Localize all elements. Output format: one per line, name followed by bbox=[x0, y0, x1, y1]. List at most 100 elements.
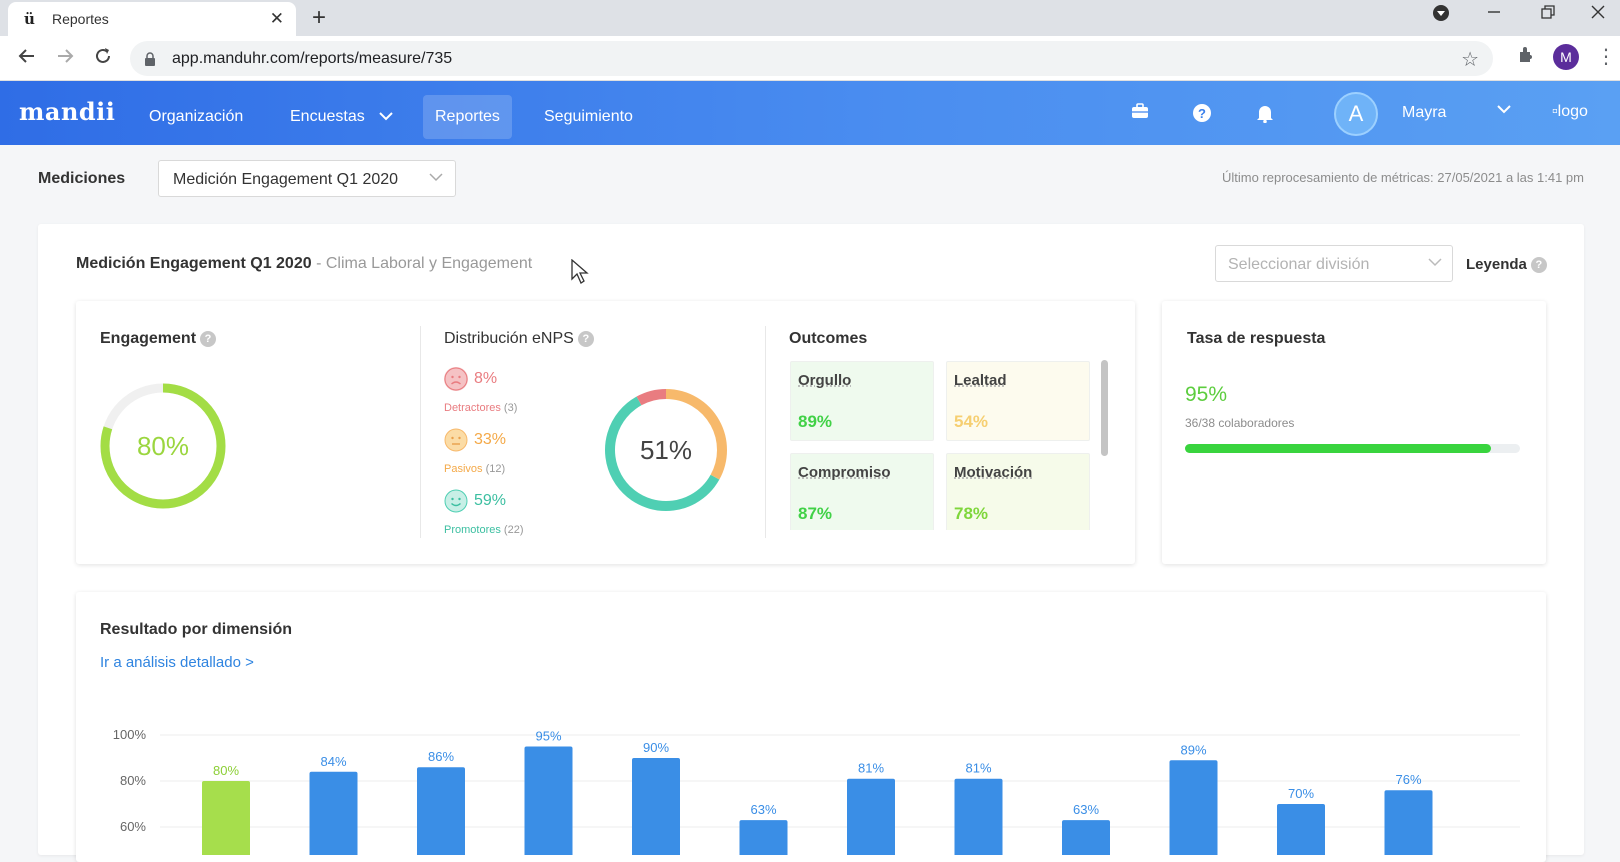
chart-y-tick: 100% bbox=[113, 727, 147, 742]
report-subtitle: - Clima Laboral y Engagement bbox=[311, 255, 533, 272]
legend-button[interactable]: Leyenda? bbox=[1466, 256, 1547, 274]
outcome-motivacion-value: 78% bbox=[954, 504, 989, 523]
report-title: Medición Engagement Q1 2020 - Clima Labo… bbox=[76, 255, 532, 273]
chart-data-label: 63% bbox=[1073, 802, 1099, 817]
extensions-icon[interactable] bbox=[1516, 44, 1536, 70]
bell-icon[interactable] bbox=[1254, 103, 1276, 125]
forward-icon[interactable] bbox=[54, 45, 76, 73]
chart-bar[interactable] bbox=[202, 781, 250, 855]
division-select[interactable]: Seleccionar división bbox=[1215, 245, 1453, 282]
user-avatar[interactable]: A bbox=[1334, 92, 1378, 136]
division-select-placeholder: Seleccionar división bbox=[1228, 256, 1370, 273]
chart-data-label: 84% bbox=[320, 754, 346, 769]
chart-bar[interactable] bbox=[524, 746, 573, 856]
enps-detractors: 8% bbox=[444, 367, 497, 391]
user-name[interactable]: Mayra bbox=[1402, 104, 1447, 121]
brand-logo[interactable]: mandii bbox=[19, 97, 116, 126]
enps-center-value: 51% bbox=[640, 435, 692, 465]
url-text: app.manduhr.com/reports/measure/735 bbox=[172, 49, 453, 67]
help-icon[interactable]: ? bbox=[577, 330, 594, 347]
chevron-down-icon bbox=[379, 112, 393, 121]
browser-tabbar: ü Reportes ✕ + bbox=[0, 0, 1620, 36]
chart-data-label: 63% bbox=[750, 802, 776, 817]
reload-icon[interactable] bbox=[92, 45, 114, 73]
engagement-gauge: 80% bbox=[100, 383, 226, 509]
browser-menu-icon[interactable] bbox=[1432, 4, 1450, 27]
mouse-cursor-icon bbox=[571, 258, 589, 290]
address-bar: app.manduhr.com/reports/measure/735 ☆ M … bbox=[0, 36, 1620, 81]
bookmark-star-icon[interactable]: ☆ bbox=[1461, 49, 1479, 71]
chart-data-label: 81% bbox=[965, 761, 991, 776]
enps-passives-pct: 33% bbox=[474, 431, 507, 448]
broken-image-icon: ▫ bbox=[1552, 103, 1558, 120]
profile-avatar[interactable]: M bbox=[1553, 44, 1579, 70]
back-icon[interactable] bbox=[16, 45, 38, 73]
close-tab-icon[interactable]: ✕ bbox=[269, 9, 284, 28]
nav-reportes[interactable]: Reportes bbox=[423, 95, 512, 139]
chart-data-label: 81% bbox=[858, 761, 884, 776]
dimensions-title: Resultado por dimensión bbox=[100, 621, 293, 638]
company-logo: ▫logo bbox=[1552, 103, 1588, 121]
user-menu-chevron-icon[interactable] bbox=[1497, 101, 1511, 119]
new-tab-button[interactable]: + bbox=[312, 4, 327, 31]
response-rate-value: 95% bbox=[1185, 383, 1228, 406]
chart-bar[interactable] bbox=[739, 820, 788, 855]
briefcase-icon[interactable] bbox=[1129, 103, 1151, 125]
enps-promoters: 59% bbox=[444, 489, 506, 513]
chart-bar[interactable] bbox=[1384, 790, 1433, 855]
lock-icon bbox=[144, 51, 158, 66]
outcome-orgullo[interactable]: Orgullo 89% bbox=[790, 361, 934, 441]
outcome-orgullo-name: Orgullo bbox=[798, 372, 852, 389]
dimension-bar-chart: 100% 80% 60% 80% 84% 86% 95% 90% 63% 81% 81% 63% 89%… bbox=[113, 727, 1520, 856]
detailed-analysis-link[interactable]: Ir a análisis detallado > bbox=[100, 654, 254, 671]
nav-encuestas[interactable]: Encuestas bbox=[278, 95, 405, 139]
outcome-orgullo-value: 89% bbox=[798, 412, 833, 431]
nav-organizacion[interactable]: Organización bbox=[149, 108, 244, 125]
nav-seguimiento[interactable]: Seguimiento bbox=[544, 108, 633, 125]
restore-icon[interactable] bbox=[1540, 4, 1556, 25]
measurement-select[interactable]: Medición Engagement Q1 2020 bbox=[158, 160, 456, 197]
chart-bar[interactable] bbox=[1062, 820, 1110, 855]
enps-title-text: Distribución eNPS bbox=[444, 330, 574, 347]
outcome-lealtad[interactable]: Lealtad 54% bbox=[946, 361, 1090, 441]
chart-data-label: 70% bbox=[1288, 786, 1314, 801]
company-logo-alt: logo bbox=[1557, 103, 1588, 120]
response-rate-title: Tasa de respuesta bbox=[1187, 330, 1326, 347]
url-field[interactable]: app.manduhr.com/reports/measure/735 ☆ bbox=[130, 41, 1493, 76]
response-rate-detail: 36/38 colaboradores bbox=[1185, 416, 1295, 430]
chart-bar[interactable] bbox=[632, 758, 680, 855]
chart-data-label: 89% bbox=[1180, 742, 1206, 757]
report-title-main: Medición Engagement Q1 2020 bbox=[76, 255, 312, 272]
enps-passives-count: (12) bbox=[485, 463, 506, 475]
legend-label: Leyenda bbox=[1466, 256, 1527, 273]
minimize-icon[interactable] bbox=[1486, 2, 1502, 23]
neutral-face-icon bbox=[444, 428, 468, 452]
chart-data-label: 86% bbox=[428, 749, 454, 764]
outcome-compromiso-name: Compromiso bbox=[798, 464, 891, 481]
kebab-menu-icon[interactable]: ⋮ bbox=[1596, 46, 1616, 68]
measurement-select-value: Medición Engagement Q1 2020 bbox=[173, 171, 399, 188]
enps-detractors-count: (3) bbox=[503, 402, 518, 414]
help-icon[interactable]: ? bbox=[200, 330, 217, 347]
chart-bar[interactable] bbox=[309, 771, 358, 855]
chart-bar[interactable] bbox=[954, 778, 1003, 855]
outcomes-grid: Orgullo 89% Lealtad 54% Compromiso 87% M… bbox=[789, 360, 1094, 530]
response-rate-card bbox=[1162, 301, 1546, 564]
chart-data-label: 95% bbox=[535, 729, 561, 744]
close-window-icon[interactable] bbox=[1590, 4, 1606, 25]
engagement-title: Engagement? bbox=[100, 330, 217, 348]
outcomes-scrollbar[interactable] bbox=[1101, 360, 1108, 456]
chart-bar[interactable] bbox=[847, 778, 895, 855]
nav-encuestas-label: Encuestas bbox=[290, 108, 365, 125]
help-icon[interactable]: ? bbox=[1191, 103, 1213, 125]
engagement-title-text: Engagement bbox=[100, 330, 197, 347]
app-header: mandii Organización Encuestas Reportes S… bbox=[0, 81, 1620, 145]
chart-bar[interactable] bbox=[417, 767, 465, 855]
browser-tab[interactable]: ü Reportes ✕ bbox=[8, 2, 296, 36]
chart-bar[interactable] bbox=[1169, 760, 1218, 855]
outcome-compromiso[interactable]: Compromiso 87% bbox=[790, 453, 934, 530]
chart-bar[interactable] bbox=[1277, 804, 1325, 855]
outcome-motivacion[interactable]: Motivación 78% bbox=[946, 453, 1090, 530]
divider bbox=[420, 326, 421, 538]
tab-title: Reportes bbox=[52, 11, 109, 27]
